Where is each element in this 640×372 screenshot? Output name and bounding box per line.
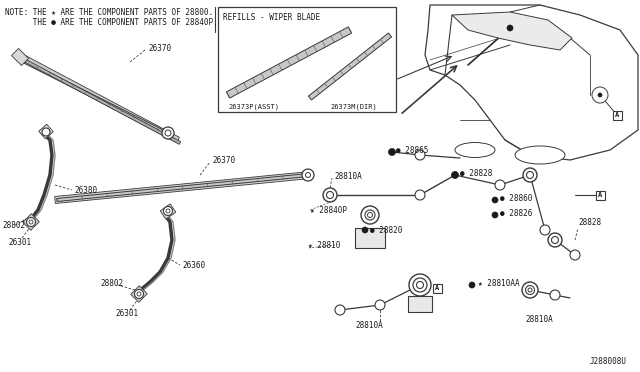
Bar <box>218 7 396 112</box>
Polygon shape <box>38 124 53 139</box>
Circle shape <box>409 274 431 296</box>
Circle shape <box>134 289 143 298</box>
Circle shape <box>469 282 475 288</box>
Circle shape <box>527 171 534 179</box>
Circle shape <box>388 148 396 155</box>
Text: 26373M(DIR): 26373M(DIR) <box>330 104 377 110</box>
Text: ● 28826: ● 28826 <box>500 208 532 218</box>
Text: 26373P(ASST): 26373P(ASST) <box>228 104 279 110</box>
Circle shape <box>367 212 372 218</box>
Circle shape <box>375 300 385 310</box>
Circle shape <box>361 206 379 224</box>
Circle shape <box>451 171 458 179</box>
Text: 26370: 26370 <box>148 44 171 52</box>
Circle shape <box>598 93 602 97</box>
Text: 26380: 26380 <box>74 186 97 195</box>
Circle shape <box>323 188 337 202</box>
Circle shape <box>525 170 535 180</box>
Circle shape <box>335 305 345 315</box>
Circle shape <box>326 192 333 199</box>
Polygon shape <box>131 286 147 302</box>
Circle shape <box>162 127 174 139</box>
Polygon shape <box>24 61 171 137</box>
Circle shape <box>552 237 559 244</box>
Circle shape <box>528 288 532 292</box>
Polygon shape <box>23 214 39 230</box>
Ellipse shape <box>455 142 495 157</box>
Circle shape <box>26 218 35 227</box>
Circle shape <box>417 282 424 289</box>
Text: 26301: 26301 <box>8 237 31 247</box>
Circle shape <box>413 278 427 292</box>
Circle shape <box>523 168 537 182</box>
Text: NOTE: THE ★ ARE THE COMPONENT PARTS OF 28800.: NOTE: THE ★ ARE THE COMPONENT PARTS OF 2… <box>5 7 213 16</box>
Circle shape <box>415 190 425 200</box>
Circle shape <box>548 233 562 247</box>
Text: ● 28820: ● 28820 <box>370 225 403 234</box>
Circle shape <box>525 285 534 295</box>
Bar <box>355 228 385 248</box>
Circle shape <box>42 128 50 136</box>
Text: A: A <box>435 285 439 291</box>
Polygon shape <box>12 48 29 65</box>
Circle shape <box>507 25 513 31</box>
Text: ● 28865: ● 28865 <box>396 145 428 154</box>
Text: ★ 28810AA: ★ 28810AA <box>478 279 520 288</box>
Circle shape <box>166 209 170 213</box>
Circle shape <box>492 212 498 218</box>
Circle shape <box>305 173 310 177</box>
Polygon shape <box>57 173 308 202</box>
Text: ● 28828: ● 28828 <box>460 169 492 177</box>
Bar <box>612 110 621 119</box>
Circle shape <box>415 150 425 160</box>
Circle shape <box>550 290 560 300</box>
Polygon shape <box>17 52 179 142</box>
Circle shape <box>570 250 580 260</box>
Circle shape <box>540 225 550 235</box>
Text: 28810A: 28810A <box>525 315 553 324</box>
Circle shape <box>137 292 141 296</box>
Ellipse shape <box>515 146 565 164</box>
Circle shape <box>522 282 538 298</box>
Text: A: A <box>615 112 619 118</box>
Circle shape <box>495 180 505 190</box>
Circle shape <box>302 169 314 181</box>
Circle shape <box>29 220 33 224</box>
Circle shape <box>592 87 608 103</box>
Bar <box>595 190 605 199</box>
Text: 26370: 26370 <box>212 155 235 164</box>
Polygon shape <box>425 5 638 160</box>
Text: REFILLS - WIPER BLADE: REFILLS - WIPER BLADE <box>223 13 320 22</box>
Circle shape <box>492 197 498 203</box>
Text: 28810A: 28810A <box>334 171 362 180</box>
Polygon shape <box>308 33 392 100</box>
Text: ★ 28840P: ★ 28840P <box>310 205 347 215</box>
Bar <box>408 296 432 312</box>
Polygon shape <box>452 12 572 50</box>
Text: THE ● ARE THE COMPONENT PARTS OF 28840P.: THE ● ARE THE COMPONENT PARTS OF 28840P. <box>5 17 218 26</box>
Text: A: A <box>598 192 602 198</box>
Text: ● 28860: ● 28860 <box>500 193 532 202</box>
Text: 28802: 28802 <box>100 279 123 288</box>
Circle shape <box>365 210 375 220</box>
Text: 28810A: 28810A <box>355 321 383 330</box>
Text: ★ 28810: ★ 28810 <box>308 241 340 250</box>
Text: 26360: 26360 <box>182 260 205 269</box>
Polygon shape <box>227 27 351 98</box>
Bar <box>433 283 442 292</box>
Circle shape <box>163 206 173 215</box>
Text: 28802: 28802 <box>2 221 25 230</box>
Circle shape <box>165 130 171 136</box>
Circle shape <box>362 227 368 233</box>
Text: 26301: 26301 <box>115 310 138 318</box>
Polygon shape <box>19 57 180 144</box>
Polygon shape <box>160 204 176 219</box>
Polygon shape <box>54 171 310 203</box>
Text: J288008U: J288008U <box>590 357 627 366</box>
Text: 28828: 28828 <box>578 218 601 227</box>
